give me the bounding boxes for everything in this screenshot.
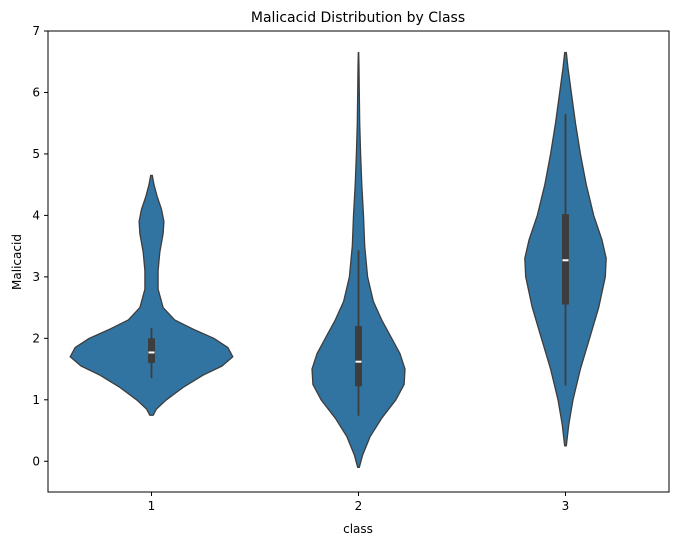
x-tick-label: 1: [148, 499, 156, 513]
violin-body-1: [69, 174, 234, 416]
y-tick-label: 4: [32, 208, 40, 222]
violin-iqr-box-2: [355, 326, 362, 387]
y-tick-label: 2: [32, 331, 40, 345]
y-tick-label: 3: [32, 270, 40, 284]
chart-title: Malicacid Distribution by Class: [251, 10, 465, 26]
y-axis-label: Malicacid: [10, 234, 24, 290]
plot-area: [69, 51, 607, 469]
x-tick-label: 2: [355, 499, 363, 513]
x-tick-label: 3: [562, 499, 570, 513]
y-tick-label: 1: [32, 393, 40, 407]
y-tick-label: 5: [32, 147, 40, 161]
x-axis: 1 2 3: [148, 492, 570, 513]
y-tick-label: 0: [32, 454, 40, 468]
y-axis: 0 1 2 3 4 5 6 7: [32, 24, 48, 468]
y-tick-label: 6: [32, 85, 40, 99]
violin-iqr-box-1: [148, 338, 155, 363]
y-tick-label: 7: [32, 24, 40, 38]
x-axis-label: class: [343, 522, 373, 536]
